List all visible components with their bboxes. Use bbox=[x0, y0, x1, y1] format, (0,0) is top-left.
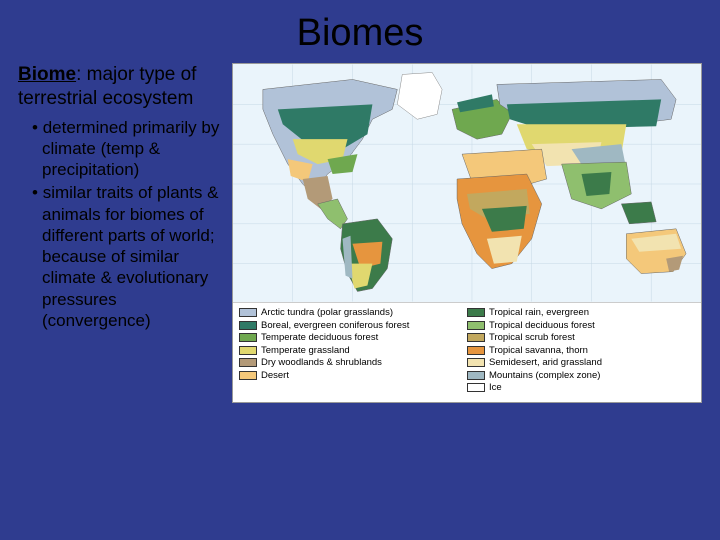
bullet-item: similar traits of plants & animals for b… bbox=[32, 182, 220, 331]
legend-swatch bbox=[467, 371, 485, 380]
legend-label: Boreal, evergreen coniferous forest bbox=[261, 320, 409, 331]
text-column: Biome: major type of terrestrial ecosyst… bbox=[18, 63, 220, 403]
legend-label: Temperate deciduous forest bbox=[261, 332, 378, 343]
legend-swatch bbox=[239, 358, 257, 367]
legend-swatch bbox=[239, 346, 257, 355]
legend-swatch bbox=[239, 371, 257, 380]
legend-label: Arctic tundra (polar grasslands) bbox=[261, 307, 393, 318]
definition: Biome: major type of terrestrial ecosyst… bbox=[18, 63, 220, 111]
map-svg bbox=[233, 64, 701, 302]
legend-label: Ice bbox=[489, 382, 502, 393]
legend-label: Temperate grassland bbox=[261, 345, 350, 356]
legend-swatch bbox=[239, 321, 257, 330]
world-map bbox=[233, 64, 701, 302]
definition-term: Biome bbox=[18, 64, 76, 85]
legend-item: Mountains (complex zone) bbox=[467, 370, 695, 381]
legend-swatch bbox=[467, 321, 485, 330]
legend-item: Tropical rain, evergreen bbox=[467, 307, 695, 318]
legend-item: Tropical scrub forest bbox=[467, 332, 695, 343]
bullet-item: determined primarily by climate (temp & … bbox=[32, 117, 220, 181]
legend-label: Tropical savanna, thorn bbox=[489, 345, 588, 356]
legend-swatch bbox=[467, 346, 485, 355]
slide-title: Biomes bbox=[0, 0, 720, 63]
legend-label: Desert bbox=[261, 370, 289, 381]
legend-item: Dry woodlands & shrublands bbox=[239, 357, 467, 368]
legend-swatch bbox=[467, 333, 485, 342]
legend-col-1: Arctic tundra (polar grasslands) Boreal, … bbox=[239, 307, 467, 398]
legend-label: Mountains (complex zone) bbox=[489, 370, 600, 381]
legend-item: Arctic tundra (polar grasslands) bbox=[239, 307, 467, 318]
legend-label: Tropical deciduous forest bbox=[489, 320, 595, 331]
legend-label: Tropical rain, evergreen bbox=[489, 307, 589, 318]
legend-item: Tropical deciduous forest bbox=[467, 320, 695, 331]
legend-item: Semidesert, arid grassland bbox=[467, 357, 695, 368]
legend-item: Ice bbox=[467, 382, 695, 393]
legend-item: Desert bbox=[239, 370, 467, 381]
map-column: Arctic tundra (polar grasslands) Boreal, … bbox=[220, 63, 702, 403]
legend-label: Semidesert, arid grassland bbox=[489, 357, 602, 368]
content-area: Biome: major type of terrestrial ecosyst… bbox=[0, 63, 720, 403]
legend-swatch bbox=[467, 358, 485, 367]
legend-item: Temperate grassland bbox=[239, 345, 467, 356]
legend-label: Tropical scrub forest bbox=[489, 332, 575, 343]
bullet-list: determined primarily by climate (temp & … bbox=[18, 117, 220, 332]
legend-swatch bbox=[467, 308, 485, 317]
legend-item: Tropical savanna, thorn bbox=[467, 345, 695, 356]
map-legend: Arctic tundra (polar grasslands) Boreal, … bbox=[233, 302, 701, 402]
legend-item: Temperate deciduous forest bbox=[239, 332, 467, 343]
legend-swatch bbox=[239, 308, 257, 317]
legend-swatch bbox=[239, 333, 257, 342]
legend-col-2: Tropical rain, evergreen Tropical deciduo… bbox=[467, 307, 695, 398]
biome-map-figure: Arctic tundra (polar grasslands) Boreal, … bbox=[232, 63, 702, 403]
legend-swatch bbox=[467, 383, 485, 392]
legend-label: Dry woodlands & shrublands bbox=[261, 357, 382, 368]
legend-item: Boreal, evergreen coniferous forest bbox=[239, 320, 467, 331]
